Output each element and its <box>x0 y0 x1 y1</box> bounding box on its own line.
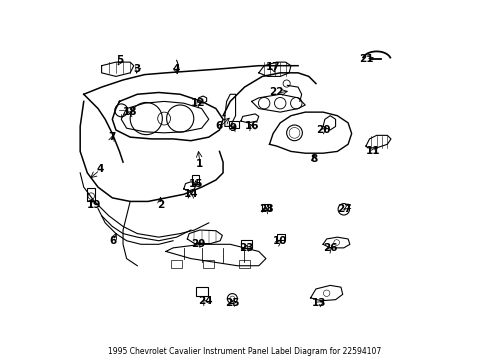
Text: 1: 1 <box>196 159 203 169</box>
Text: 11: 11 <box>365 147 380 157</box>
Text: 5: 5 <box>116 55 123 65</box>
Text: 17: 17 <box>265 63 280 72</box>
Text: 22: 22 <box>269 87 284 98</box>
Text: 19: 19 <box>87 200 102 210</box>
Text: 16: 16 <box>244 121 258 131</box>
Text: 8: 8 <box>310 154 317 163</box>
Text: 24: 24 <box>198 296 212 306</box>
Text: 7: 7 <box>108 132 116 142</box>
Text: 14: 14 <box>183 189 198 199</box>
Text: 27: 27 <box>337 203 351 213</box>
Text: 20: 20 <box>315 125 330 135</box>
Text: 4: 4 <box>173 64 180 74</box>
Text: 3: 3 <box>133 64 141 74</box>
Text: 15: 15 <box>189 179 203 189</box>
Text: 25: 25 <box>224 298 239 308</box>
Text: 12: 12 <box>190 98 205 108</box>
Text: 23: 23 <box>239 243 253 253</box>
Text: 13: 13 <box>312 298 326 308</box>
Text: 4: 4 <box>96 164 103 174</box>
Text: 10: 10 <box>272 236 287 246</box>
Text: 28: 28 <box>258 203 273 213</box>
Text: 1995 Chevrolet Cavalier Instrument Panel Label Diagram for 22594107: 1995 Chevrolet Cavalier Instrument Panel… <box>108 347 380 356</box>
Text: 18: 18 <box>122 107 137 117</box>
Text: 9: 9 <box>229 123 236 133</box>
Text: 21: 21 <box>358 54 372 64</box>
Text: 29: 29 <box>190 239 205 249</box>
Text: 6: 6 <box>215 121 223 131</box>
Text: 2: 2 <box>157 200 164 210</box>
Text: 6: 6 <box>109 236 117 246</box>
Text: 26: 26 <box>322 243 337 253</box>
